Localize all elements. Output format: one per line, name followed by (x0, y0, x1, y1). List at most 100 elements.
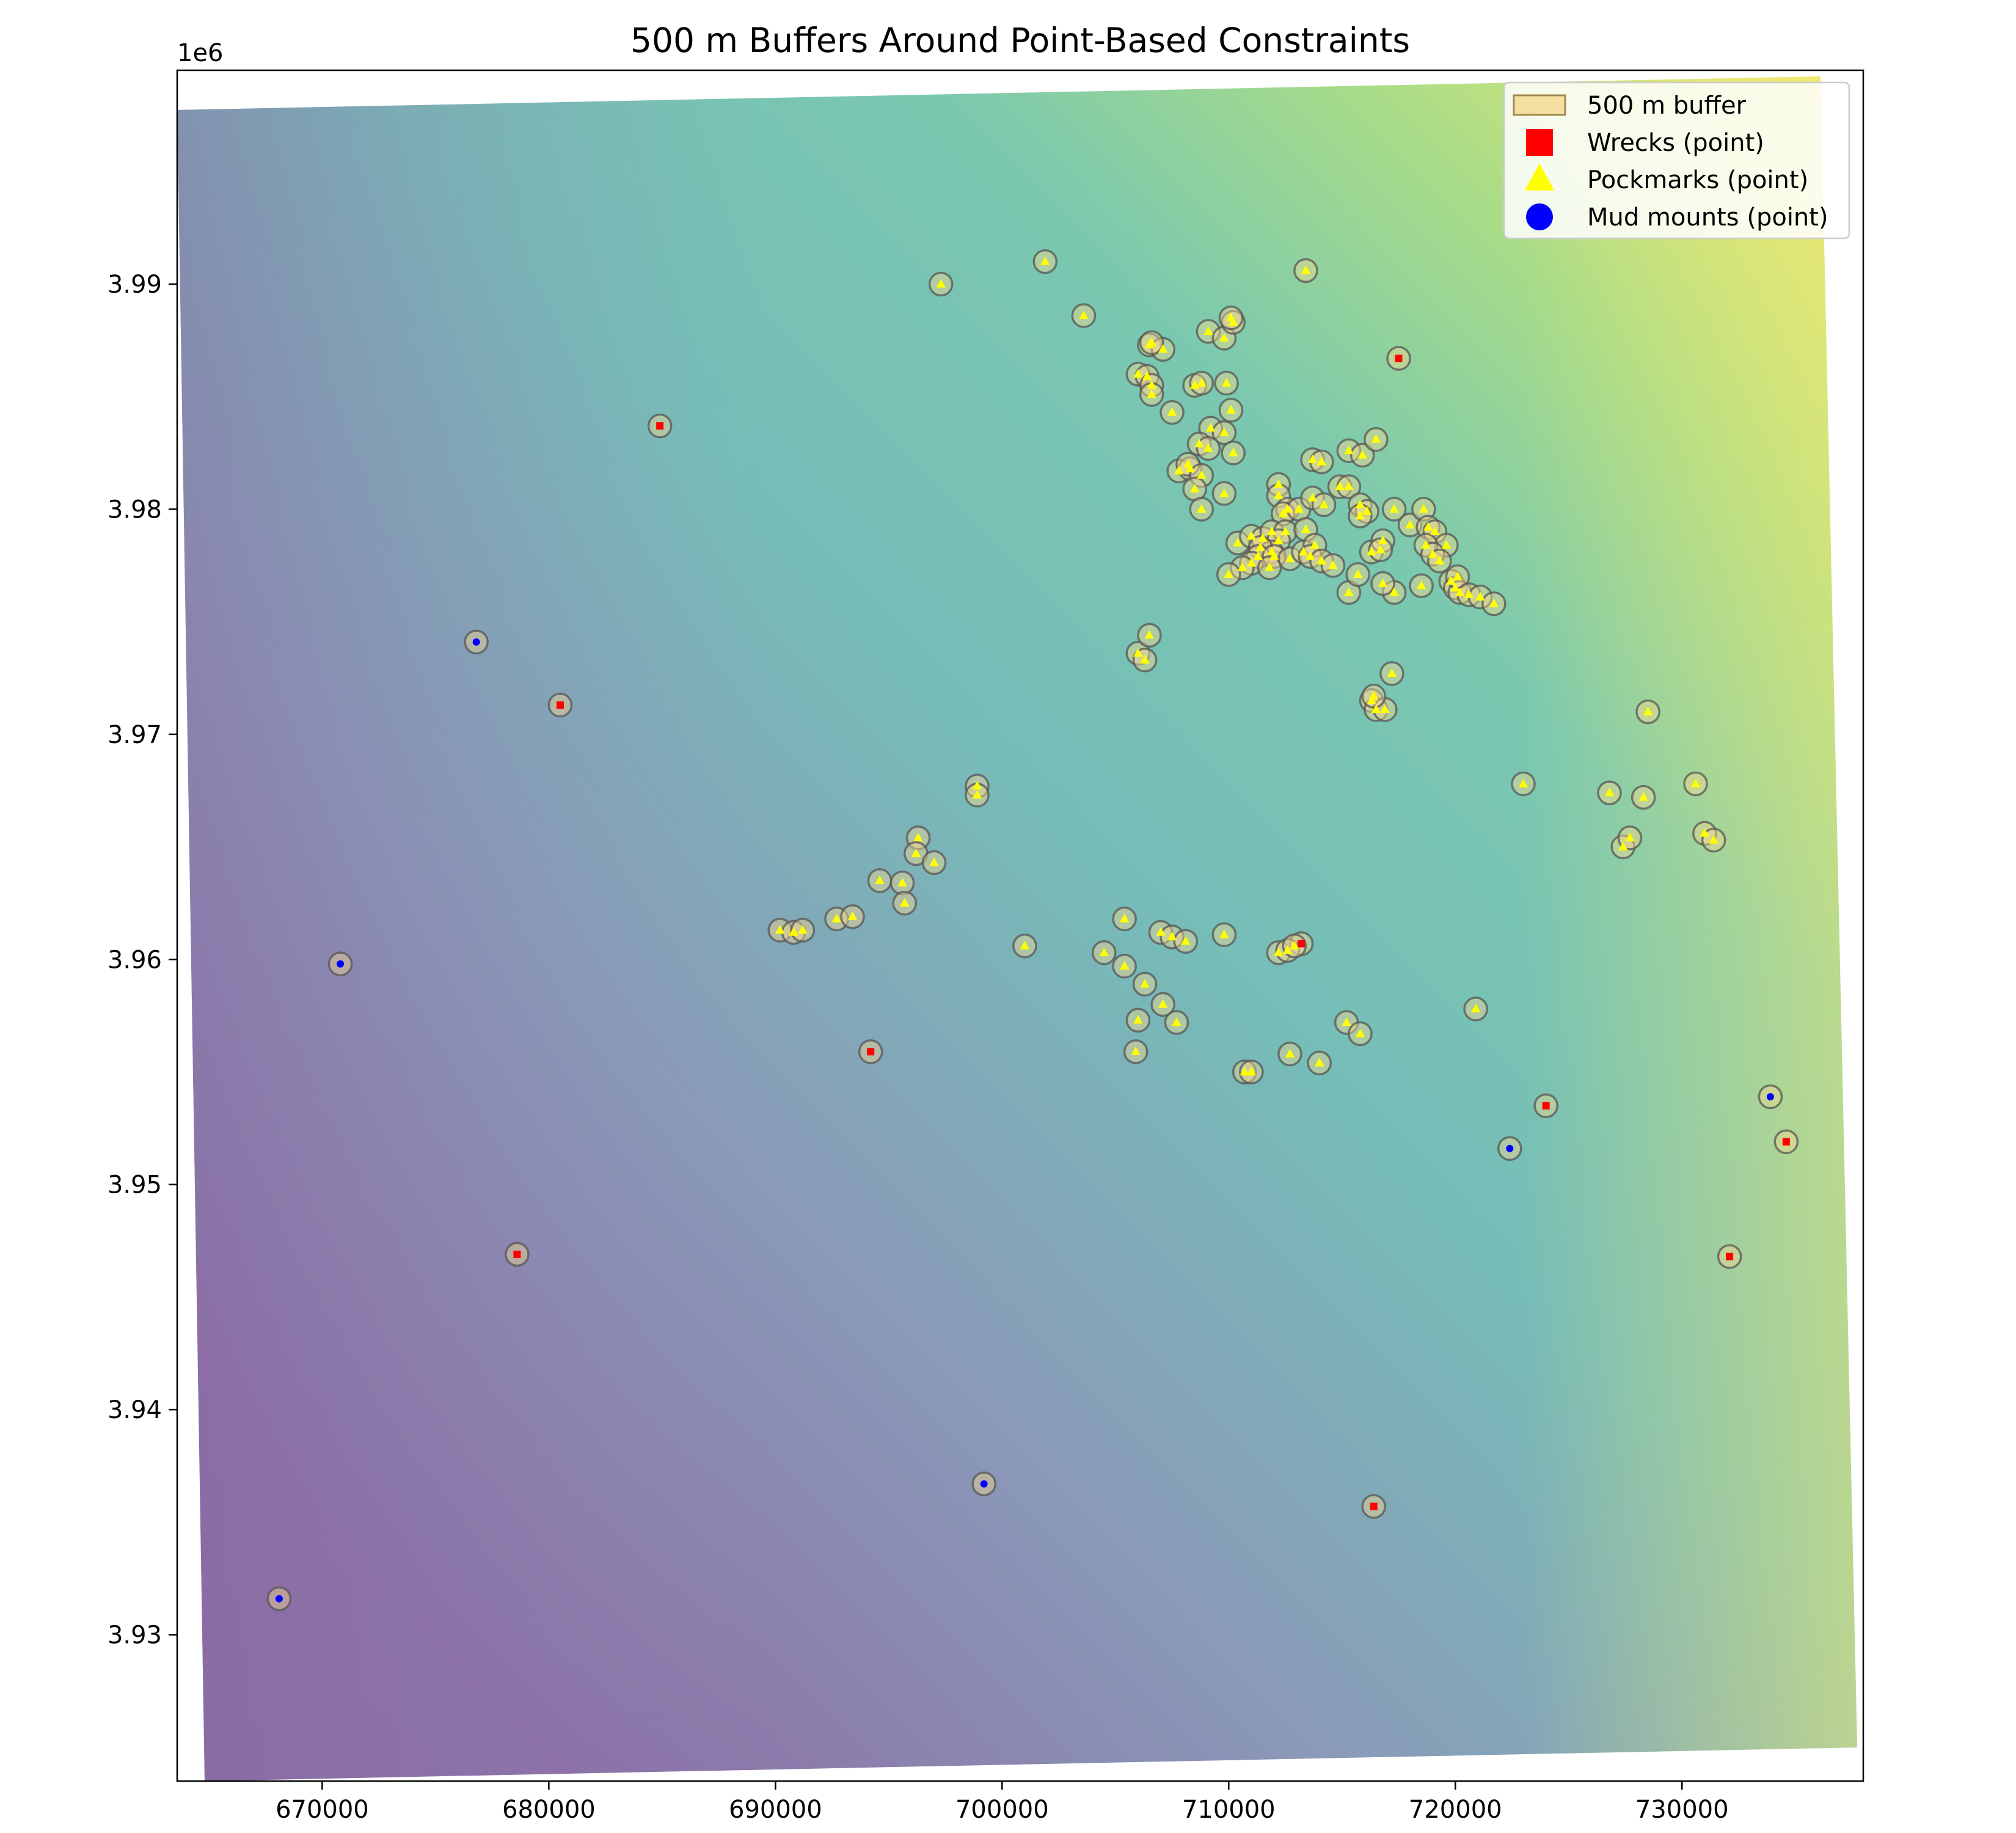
pockmark-marker (1142, 371, 1152, 380)
pockmark-marker (1310, 540, 1320, 549)
pockmark-marker (1357, 450, 1367, 459)
x-tick-label: 680000 (502, 1796, 596, 1824)
legend: 500 m buffer Wrecks (point) Pockmarks (poi… (1503, 81, 1850, 240)
pockmark-marker (1278, 508, 1288, 518)
pockmark-marker (1255, 542, 1265, 551)
y-tick-label: 3.93 (108, 1622, 162, 1650)
pockmark-marker (1464, 590, 1474, 599)
pockmark-marker (1197, 470, 1207, 479)
pockmark-marker (1441, 540, 1452, 549)
pockmark-marker (1367, 547, 1376, 556)
pockmark-marker (1335, 481, 1345, 491)
pockmark-marker (1246, 1067, 1257, 1076)
pockmark-marker (1355, 1028, 1365, 1037)
legend-label: Wrecks (point) (1587, 129, 1764, 157)
pockmark-marker (1317, 456, 1327, 466)
pockmark-marker (1203, 443, 1213, 452)
pockmark-marker (1265, 562, 1274, 571)
pockmark-marker (1421, 540, 1431, 549)
pockmark-marker (1267, 526, 1277, 535)
x-tick-label: 690000 (729, 1796, 822, 1824)
axes-frame (176, 69, 1864, 1782)
chart-title: 500 m Buffers Around Point-Based Constra… (630, 21, 1410, 60)
pockmark-marker (1229, 317, 1238, 326)
pockmark-marker (1378, 578, 1388, 587)
pockmark-marker (1147, 389, 1156, 398)
pockmark-marker (1638, 792, 1648, 801)
pockmark-marker (1416, 580, 1426, 590)
pockmark-marker (1344, 481, 1354, 491)
pockmark-marker (1434, 555, 1444, 565)
mud-mount-marker (1506, 1144, 1514, 1152)
pockmark-marker (1189, 483, 1200, 492)
pockmark-marker (1133, 648, 1143, 657)
pockmark-marker (831, 913, 842, 923)
pockmark-marker (1221, 378, 1232, 387)
pockmark-marker (1294, 504, 1304, 513)
pockmark-marker (900, 898, 910, 907)
pockmark-marker (1518, 778, 1528, 788)
x-tick-label: 730000 (1635, 1796, 1729, 1824)
pockmark-marker (1194, 439, 1204, 448)
pockmark-marker (1131, 1046, 1141, 1055)
pockmark-marker (1285, 1048, 1295, 1058)
pockmark-marker (1156, 927, 1166, 936)
legend-handle-buffer (1513, 94, 1566, 116)
pockmark-marker (1167, 932, 1177, 941)
pockmark-marker (1319, 499, 1329, 508)
pockmark-marker (1099, 947, 1109, 956)
pockmark-marker (1237, 562, 1247, 571)
pockmark-marker (1079, 310, 1089, 320)
pockmark-marker (1371, 434, 1381, 443)
pockmark-marker (1389, 504, 1399, 513)
pockmark-marker (1643, 706, 1653, 715)
pockmark-marker (875, 875, 885, 884)
pockmark-marker (1307, 492, 1318, 502)
pockmark-marker (1301, 265, 1311, 274)
pockmark-marker (1450, 582, 1460, 591)
pockmark-marker (1274, 490, 1284, 499)
legend-label: 500 m buffer (1587, 92, 1747, 120)
pockmark-marker (1342, 1017, 1351, 1026)
y-tick-label: 3.94 (108, 1396, 162, 1424)
pockmark-marker (1229, 447, 1238, 456)
pockmark-marker (1285, 554, 1295, 563)
pockmark-marker (1290, 940, 1299, 949)
legend-label: Mud mounts (point) (1587, 203, 1828, 232)
pockmark-marker (1380, 704, 1390, 713)
pockmark-marker (1355, 499, 1365, 508)
pockmark-marker (1455, 587, 1465, 596)
y-tick-label: 3.99 (108, 271, 162, 299)
legend-label: Pockmarks (point) (1587, 166, 1808, 194)
pockmark-marker (911, 848, 921, 857)
pockmark-marker (972, 781, 982, 790)
y-tick-label: 3.96 (108, 946, 162, 974)
pockmark-marker (775, 924, 785, 934)
pockmark-marker (1280, 526, 1290, 535)
y-tick-label: 3.97 (108, 721, 162, 749)
x-tick-label: 700000 (955, 1796, 1049, 1824)
pockmark-marker (1219, 929, 1229, 938)
pockmark-marker (929, 857, 939, 866)
bathymetry-raster (177, 76, 1857, 1781)
pockmark-marker (1369, 690, 1379, 700)
pockmark-marker (847, 911, 858, 920)
pockmark-marker (1172, 1017, 1181, 1026)
pockmark-marker (1226, 404, 1236, 414)
wreck-marker (1542, 1102, 1550, 1110)
pockmark-marker (1246, 558, 1257, 567)
pockmark-marker (1625, 832, 1635, 841)
pockmark-marker (1371, 704, 1381, 713)
pockmark-marker (1283, 945, 1293, 954)
pockmark-marker (1344, 445, 1354, 455)
pockmark-marker (972, 789, 982, 799)
y-axis: 3.93 3.94 3.95 3.96 3.97 3.98 3.99 (108, 271, 177, 1650)
mud-mount-marker (275, 1595, 283, 1603)
wreck-marker (1395, 354, 1403, 362)
pockmark-marker (1040, 256, 1050, 265)
pockmark-marker (1203, 326, 1213, 335)
pockmark-marker (1489, 598, 1499, 607)
pockmark-marker (1274, 535, 1284, 544)
pockmark-marker (1428, 549, 1437, 558)
pockmark-marker (1475, 591, 1485, 601)
